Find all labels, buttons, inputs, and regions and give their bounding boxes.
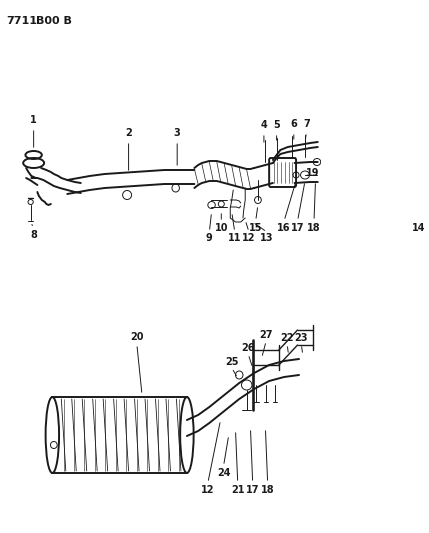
- Text: 19: 19: [306, 168, 319, 178]
- Text: 25: 25: [225, 357, 239, 367]
- Text: 7: 7: [303, 119, 310, 129]
- Text: 27: 27: [260, 330, 273, 340]
- Text: 16: 16: [277, 223, 291, 233]
- Text: 3: 3: [174, 128, 181, 138]
- Text: 21: 21: [231, 485, 245, 495]
- Text: 12: 12: [201, 485, 214, 495]
- Text: 23: 23: [295, 333, 308, 343]
- Text: 18: 18: [261, 485, 275, 495]
- Text: 24: 24: [217, 468, 230, 478]
- Text: 2: 2: [125, 128, 132, 138]
- Text: 12: 12: [242, 233, 256, 243]
- Text: 13: 13: [260, 233, 274, 243]
- Text: 22: 22: [280, 333, 294, 343]
- Text: 17: 17: [246, 485, 260, 495]
- Text: 4: 4: [260, 120, 267, 130]
- Text: 11: 11: [228, 233, 242, 243]
- Text: 8: 8: [30, 230, 37, 240]
- Text: 1: 1: [30, 115, 37, 125]
- Text: 10: 10: [214, 223, 228, 233]
- Text: 26: 26: [242, 343, 255, 353]
- Text: 5: 5: [273, 120, 280, 130]
- Text: 7711: 7711: [6, 16, 37, 26]
- Text: 18: 18: [307, 223, 321, 233]
- Text: B00 B: B00 B: [36, 16, 72, 26]
- Text: 6: 6: [290, 119, 297, 129]
- Text: 14: 14: [412, 223, 426, 233]
- Text: 9: 9: [206, 233, 213, 243]
- Text: 15: 15: [249, 223, 263, 233]
- Text: 17: 17: [291, 223, 304, 233]
- Text: 20: 20: [130, 332, 144, 342]
